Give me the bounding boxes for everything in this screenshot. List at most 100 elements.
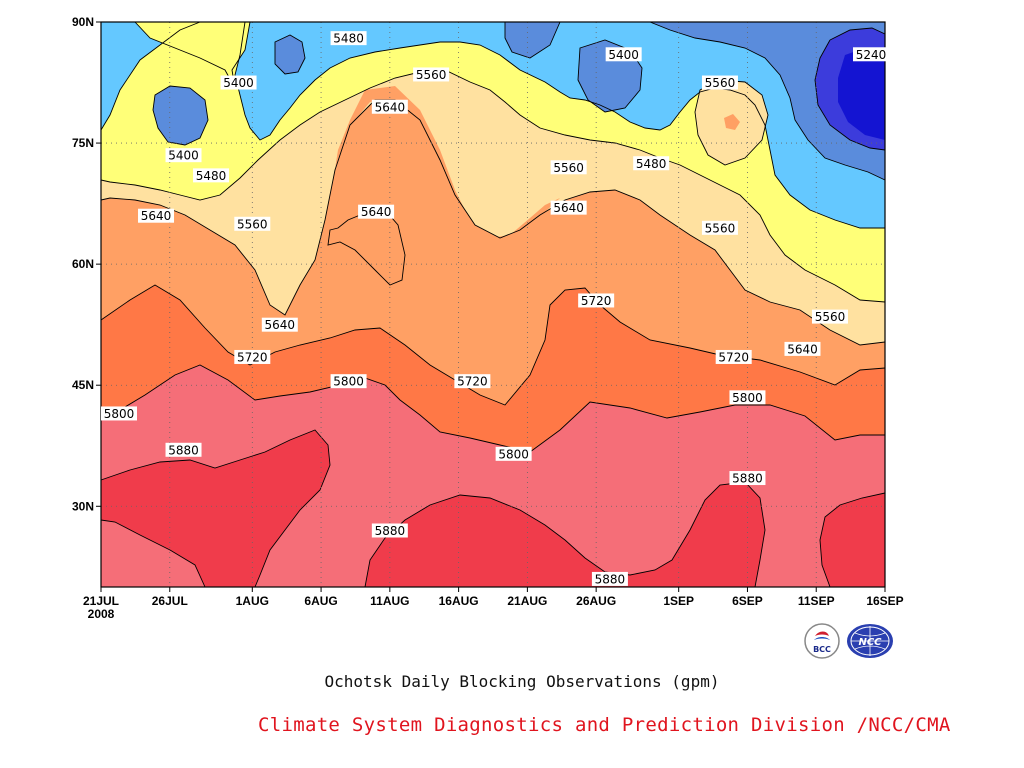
contour-labels: 5480 5400 5400 5560 5640 5560 5240 5400 5480 5560… — [101, 31, 889, 586]
contour-label-value: 5560 — [815, 310, 846, 324]
contour-label: 5640 — [138, 208, 175, 223]
contour-label: 5640 — [784, 341, 821, 356]
contour-label-box — [729, 390, 766, 405]
contour-label-value: 5480 — [333, 32, 364, 46]
contour-label: 5800 — [101, 406, 137, 421]
chart-title: Ochotsk Daily Blocking Observations (gpm… — [324, 672, 720, 691]
contour-label: 5560 — [550, 160, 587, 175]
contour-label-value: 5480 — [636, 157, 667, 171]
contour-label-box — [261, 317, 298, 332]
contour-label: 5240 — [853, 47, 889, 62]
contour-label-value: 5800 — [498, 447, 529, 461]
contour-label: 5400 — [220, 75, 257, 90]
contour-label-value: 5800 — [333, 375, 364, 389]
contour-label: 5800 — [729, 390, 766, 405]
contour-label-value: 5560 — [237, 217, 268, 231]
x-tick-label: 21JUL — [83, 594, 119, 608]
contour-line — [100, 429, 331, 588]
contour-label-value: 5720 — [237, 350, 268, 364]
contour-line — [152, 85, 209, 146]
fill-5880-b — [365, 482, 765, 587]
fill-5320-5400-a — [153, 86, 208, 145]
contour-label: 5560 — [701, 220, 738, 235]
contour-label: 5720 — [454, 374, 491, 389]
contour-label-box — [811, 309, 848, 324]
contour-label: 5640 — [550, 200, 587, 215]
contour-label-box — [591, 571, 628, 586]
contour-line — [274, 34, 306, 75]
y-tick-label: 90N — [72, 15, 94, 29]
contour-label: 5560 — [413, 67, 450, 82]
contour-label-box — [729, 471, 766, 486]
contour-label-value: 5560 — [705, 221, 736, 235]
contour-label: 5640 — [358, 204, 395, 219]
fill-5880-a — [101, 430, 330, 587]
x-tick-label: 26JUL — [152, 594, 188, 608]
contour-label-value: 5880 — [375, 524, 406, 538]
x-tick-label: 11SEP — [798, 594, 835, 608]
contour-label: 5480 — [633, 156, 670, 171]
contour-label: 5640 — [371, 99, 408, 114]
contour-label-box — [701, 220, 738, 235]
fill-5240-below — [838, 48, 885, 140]
contour-label-box — [165, 148, 202, 163]
contour-label-value: 5560 — [416, 68, 447, 82]
contour-label-box — [550, 200, 587, 215]
contour-label-value: 5640 — [375, 100, 406, 114]
contour-label-value: 5880 — [732, 472, 763, 486]
contour-label: 5720 — [234, 349, 271, 364]
contour-label-box — [853, 47, 889, 62]
y-tick-label: 30N — [72, 499, 94, 513]
contour-label-box — [784, 341, 821, 356]
contour-line — [504, 21, 561, 59]
y-tick-label: 45N — [72, 378, 94, 392]
contour-label-box — [234, 216, 271, 231]
contour-line — [234, 21, 885, 229]
contour-line — [100, 519, 206, 588]
contour-line — [100, 69, 886, 303]
y-tick-label: 75N — [72, 136, 94, 150]
contour-line — [694, 79, 769, 166]
contour-label: 5560 — [701, 75, 738, 90]
contour-label: 5880 — [371, 523, 408, 538]
ncc-logo-text: NCC — [858, 637, 882, 648]
contour-label: 5400 — [605, 47, 642, 62]
contour-label-value: 5720 — [718, 350, 749, 364]
contour-label-box — [138, 208, 175, 223]
x-tick-label: 16AUG — [439, 594, 479, 608]
contour-label: 5560 — [811, 309, 848, 324]
contour-label-value: 5560 — [705, 76, 736, 90]
contour-label: 5800 — [330, 374, 367, 389]
ncc-logo: NCC — [845, 622, 895, 660]
contour-label-box — [371, 523, 408, 538]
contour-line — [100, 284, 886, 406]
credit-line: Climate System Diagnostics and Predictio… — [258, 714, 951, 736]
contour-label-value: 5640 — [141, 209, 172, 223]
x-tick-label: 2008 — [88, 607, 115, 621]
contour-label-box — [633, 156, 670, 171]
contour-label-box — [193, 168, 230, 183]
contour-line — [100, 99, 886, 346]
x-tick-label: 6SEP — [732, 594, 763, 608]
bcc-logo-text: BCC — [813, 645, 831, 654]
contour-label-box — [101, 406, 137, 421]
fill-5320-5400-c — [505, 22, 560, 58]
contour-label-value: 5480 — [196, 169, 227, 183]
fill-5640-island — [328, 86, 560, 285]
contour-label-box — [358, 204, 395, 219]
x-tick-label: 16SEP — [866, 594, 903, 608]
x-tick-label: 6AUG — [304, 594, 337, 608]
contour-label-box — [715, 349, 752, 364]
contour-label-value: 5720 — [581, 294, 612, 308]
contour-line — [814, 27, 886, 151]
contour-label-box — [330, 31, 367, 46]
contour-label-box — [701, 75, 738, 90]
contour-label: 5800 — [495, 446, 532, 461]
fill-orange-dot-sep — [724, 114, 740, 130]
contour-label: 5480 — [193, 168, 230, 183]
contour-label: 5880 — [165, 442, 202, 457]
x-tick-label: 1SEP — [663, 594, 694, 608]
contour-label: 5880 — [591, 571, 628, 586]
grid-lines — [101, 22, 885, 587]
